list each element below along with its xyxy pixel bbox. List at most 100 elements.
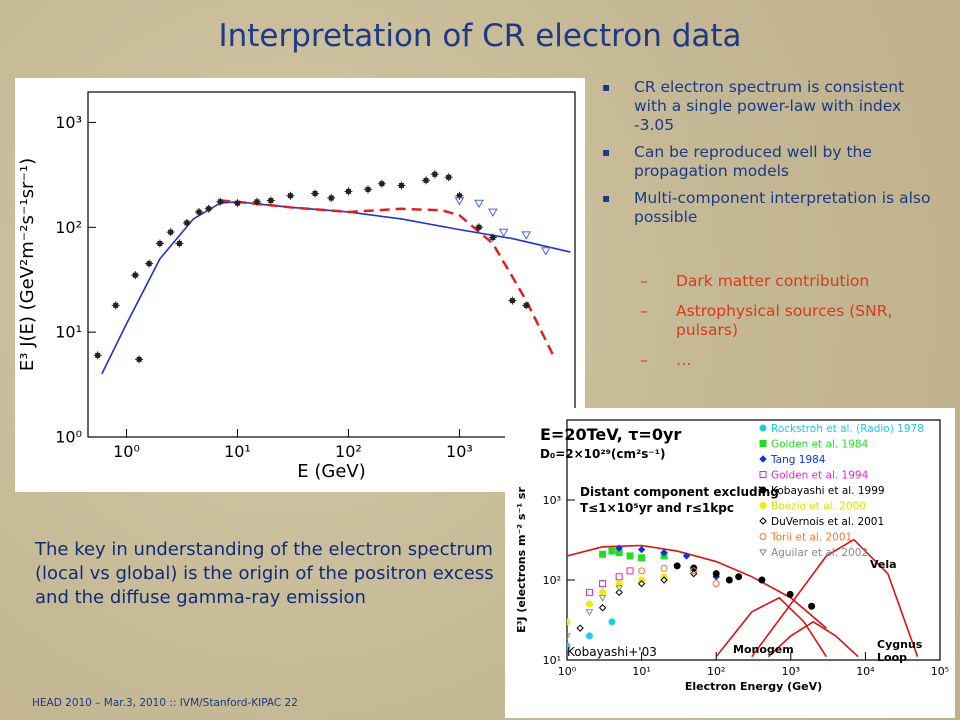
- data-point: [454, 197, 465, 206]
- plot-frame: [566, 419, 941, 661]
- x-tick-label: 10⁰: [558, 665, 577, 678]
- data-point: [599, 550, 607, 558]
- y-axis-label: E³J (electrons m⁻² s⁻¹ sr: [515, 487, 528, 633]
- data-point: [638, 554, 646, 562]
- data-point: [377, 179, 386, 188]
- x-tick-label: 10³: [782, 665, 800, 678]
- legend-marker: [759, 502, 767, 509]
- data-point: [599, 580, 607, 588]
- header-text: D₀=2×10²⁹(cm²s⁻¹): [540, 447, 665, 461]
- x-tick-label: 10²: [707, 665, 725, 678]
- model-line: [101, 200, 571, 375]
- legend-label: Golden et al. 1984: [771, 439, 869, 451]
- annotation: Vela: [870, 558, 897, 571]
- data-point: [690, 567, 698, 575]
- data-point: [422, 176, 431, 185]
- sub-bullet: Astrophysical sources (SNR, pulsars): [640, 302, 940, 340]
- data-point: [585, 588, 593, 596]
- key-text: The key in understanding of the electron…: [35, 539, 494, 608]
- data-point: [660, 576, 668, 584]
- data-point: [344, 187, 353, 196]
- data-point: [660, 548, 668, 557]
- data-point: [712, 570, 720, 578]
- sub-bullet: …: [640, 351, 940, 370]
- legend-label: Kobayashi et al. 1999: [771, 485, 885, 497]
- y-tick-label: 10²: [55, 218, 82, 237]
- x-axis-label: E (GeV): [297, 461, 365, 482]
- model-line: [220, 199, 555, 356]
- data-point: [673, 562, 681, 570]
- header-text: T≤1×10⁵yr and r≤1kpc: [580, 501, 734, 515]
- data-point: [608, 618, 616, 626]
- plot-area: [93, 170, 571, 375]
- data-point: [474, 223, 483, 232]
- x-tick-label: 10³: [446, 442, 473, 461]
- plot-frame: [87, 91, 576, 438]
- data-point: [430, 170, 439, 179]
- annotation: Kobayashi+'03: [567, 645, 657, 659]
- data-point: [182, 218, 191, 227]
- data-point: [626, 567, 634, 575]
- data-point: [567, 642, 571, 650]
- legend-label: Tang 1984: [770, 454, 826, 466]
- data-point: [585, 600, 593, 608]
- data-point: [508, 296, 517, 305]
- data-point: [522, 301, 531, 310]
- data-point: [145, 259, 154, 268]
- x-tick-label: 10⁴: [856, 665, 875, 678]
- data-point: [576, 624, 584, 632]
- bullet: Can be reproduced well by the propagatio…: [600, 143, 940, 181]
- data-point: [233, 199, 242, 208]
- data-point: [808, 602, 816, 610]
- x-tick-label: 10¹: [632, 665, 650, 678]
- data-point: [327, 194, 336, 203]
- legend-marker: [759, 549, 767, 556]
- footer: HEAD 2010 – Mar.3, 2010 :: IVM/Stanford-…: [32, 697, 298, 709]
- data-point: [455, 191, 464, 200]
- annotation: Monogem: [733, 643, 794, 656]
- data-point: [585, 632, 593, 640]
- data-point: [540, 247, 551, 256]
- data-point: [712, 580, 720, 588]
- model-curve: [715, 596, 828, 658]
- data-point: [638, 567, 646, 575]
- legend-label: Aguilar et al. 2002: [771, 547, 868, 559]
- y-tick-label: 10⁰: [55, 428, 82, 447]
- bullet: CR electron spectrum is consistent with …: [600, 78, 940, 135]
- data-point: [735, 573, 743, 581]
- data-point: [397, 181, 406, 190]
- bullet: Multi-component interpretation is also p…: [600, 189, 940, 227]
- legend-marker: [759, 517, 767, 525]
- y-tick-label: 10³: [55, 113, 82, 132]
- data-point: [363, 185, 372, 194]
- data-point: [487, 208, 498, 217]
- y-axis-label: E³ J(E) (GeV²m⁻²s⁻¹sr⁻¹): [17, 158, 38, 371]
- data-point: [266, 196, 275, 205]
- annotation: Loop: [877, 651, 907, 664]
- data-point: [585, 609, 594, 616]
- legend-marker: [759, 533, 767, 540]
- x-tick-label: 10⁰: [113, 442, 140, 461]
- header-text: E=20TeV, τ=0yr: [540, 425, 681, 444]
- legend-label: Rockstroh et al. (Radio) 1978: [771, 423, 924, 435]
- data-point: [204, 204, 213, 213]
- legend-label: Boezio et al. 2000: [771, 501, 866, 513]
- data-point: [599, 588, 607, 596]
- y-tick-label: 10¹: [55, 323, 82, 342]
- legend-label: Golden et al. 1994: [771, 470, 869, 482]
- legend-label: DuVernois et al. 2001: [771, 516, 884, 528]
- data-point: [682, 552, 691, 560]
- plot-area: [567, 538, 919, 658]
- slide-title: Interpretation of CR electron data: [218, 18, 742, 54]
- y-tick-label: 10¹: [543, 654, 561, 667]
- data-point: [626, 552, 634, 560]
- data-point: [311, 189, 320, 198]
- data-point: [567, 618, 571, 626]
- data-point: [216, 197, 225, 206]
- data-point: [111, 301, 120, 310]
- data-point: [488, 233, 497, 242]
- data-point: [598, 595, 607, 602]
- data-point: [660, 564, 668, 572]
